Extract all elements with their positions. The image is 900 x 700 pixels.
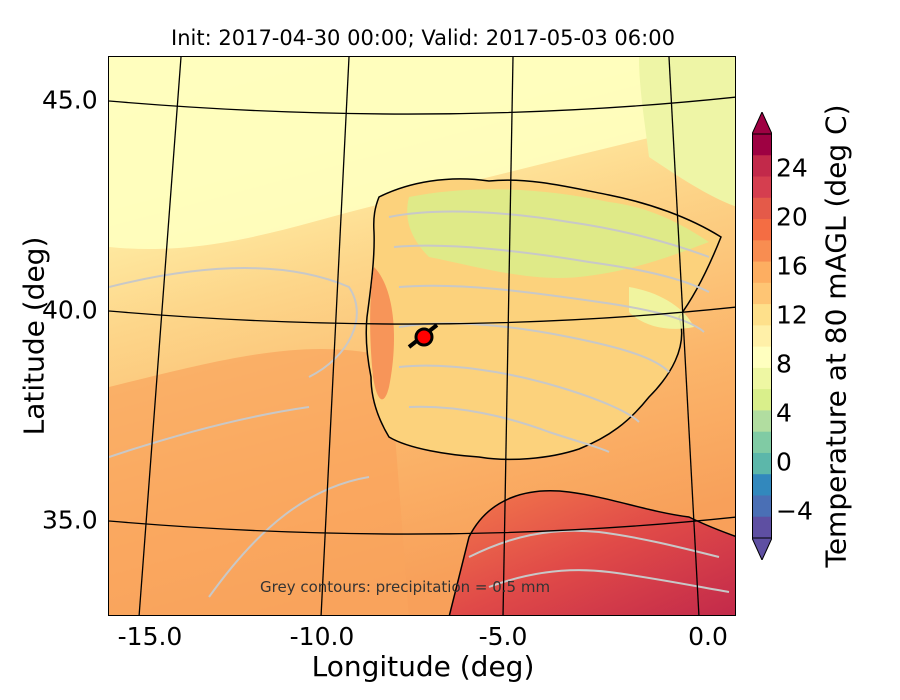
colorbar-swatch [752, 346, 772, 369]
ocean-warm-band [109, 348, 409, 615]
precip-contours [109, 210, 730, 598]
x-axis-label: Longitude (deg) [311, 650, 535, 683]
colorbar-extend-min [752, 537, 772, 560]
iberia-warm-west [370, 267, 394, 400]
map-svg [109, 57, 735, 615]
colorbar-swatch [752, 367, 772, 390]
colorbar-swatch [752, 516, 772, 539]
colorbar-swatch [752, 452, 772, 475]
map-plot-area[interactable] [108, 56, 736, 616]
x-tick-label: -10.0 [289, 622, 355, 651]
y-tick-label: 35.0 [42, 505, 98, 535]
colorbar-swatch [752, 176, 772, 199]
y-axis-label: Latitude (deg) [17, 236, 51, 436]
colorbar-swatch [752, 431, 772, 454]
colorbar-swatch [752, 219, 772, 241]
colorbar-tick-label: 0 [776, 447, 792, 477]
map-title: Init: 2017-04-30 00:00; Valid: 2017-05-0… [171, 26, 675, 50]
colorbar-swatch [752, 134, 772, 156]
colorbar [752, 112, 772, 560]
colorbar-tick-label: 20 [776, 202, 808, 232]
y-tick-label: 40.0 [42, 295, 98, 325]
colorbar-tick-label: 24 [776, 153, 808, 183]
africa-land [448, 490, 735, 615]
colorbar-swatch [752, 304, 772, 326]
x-tick-label: -15.0 [117, 622, 183, 651]
colorbar-label: Temperature at 80 mAGL (deg C) [819, 104, 853, 568]
colorbar-swatch [752, 325, 772, 348]
colorbar-swatch [752, 495, 772, 518]
colorbar-swatch [752, 240, 772, 263]
x-tick-label: 0.0 [688, 622, 728, 651]
colorbar-swatch [752, 155, 772, 178]
colorbar-swatch [752, 410, 772, 433]
x-tick-label: -5.0 [478, 622, 528, 651]
colorbar-swatch [752, 197, 772, 220]
colorbar-tick-label: 8 [776, 349, 792, 379]
colorbar-swatch [752, 474, 772, 496]
site-marker [414, 327, 434, 347]
colorbar-tick-label: −4 [776, 496, 813, 526]
colorbar-swatch [752, 261, 772, 284]
colorbar-extend-max [752, 112, 772, 135]
colorbar-tick-label: 12 [776, 300, 808, 330]
colorbar-tick-label: 16 [776, 251, 808, 281]
colorbar-border [752, 133, 772, 539]
y-tick-label: 45.0 [42, 85, 98, 115]
colorbar-swatch [752, 282, 772, 305]
france-land [639, 57, 735, 207]
colorbar-tick-label: 4 [776, 398, 792, 428]
graticule [109, 57, 735, 615]
ocean-cool-north [109, 57, 735, 249]
footnote: Grey contours: precipitation = 0.5 mm [260, 578, 551, 596]
colorbar-swatch [752, 389, 772, 411]
